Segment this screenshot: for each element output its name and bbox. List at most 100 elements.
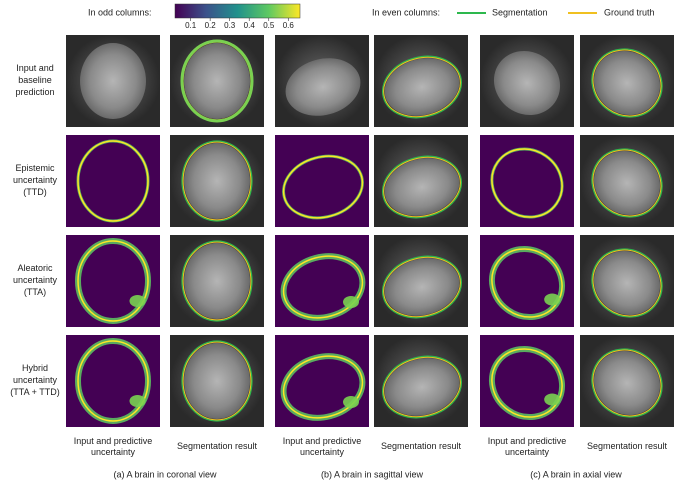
image-cell	[374, 335, 468, 427]
uncertainty-blob	[129, 395, 146, 407]
column-caption-line: Segmentation result	[381, 441, 462, 451]
row-label-line: (TTD)	[23, 187, 47, 197]
colorbar-tick-label: 0.3	[224, 21, 236, 30]
ground-truth-contour	[382, 356, 462, 418]
ground-truth-contour	[592, 149, 662, 217]
image-cell	[66, 335, 160, 427]
image-cell	[580, 235, 674, 327]
column-caption: Segmentation result	[381, 441, 462, 451]
group-caption: (c) A brain in axial view	[530, 469, 622, 479]
group-caption: (b) A brain in sagittal view	[321, 469, 424, 479]
colorbar-tick-label: 0.6	[283, 21, 295, 30]
column-caption-line: Input and predictive	[283, 436, 362, 446]
segmentation-contour	[181, 140, 253, 222]
column-caption-line: uncertainty	[300, 447, 345, 457]
segmentation-contour	[180, 39, 254, 123]
image-cell	[275, 135, 369, 227]
row-label: Input and baseline prediction	[15, 63, 54, 97]
uncertainty-blob	[129, 295, 146, 307]
ground-truth-contour	[382, 56, 462, 118]
segmentation-contour	[591, 48, 663, 118]
mri-brain	[593, 150, 661, 216]
ground-truth-contour	[592, 249, 662, 317]
image-cell	[374, 35, 468, 127]
segmentation-contour	[591, 148, 663, 218]
column-caption-line: Segmentation result	[177, 441, 258, 451]
row-label-line: Epistemic	[15, 163, 55, 173]
segmentation-contour	[591, 348, 663, 418]
uncertainty-core	[77, 140, 149, 222]
image-cell	[480, 35, 574, 127]
ground-truth-contour	[182, 141, 252, 221]
ground-truth-contour	[382, 156, 462, 218]
uncertainty-blob	[343, 296, 359, 308]
image-cell	[275, 35, 369, 127]
mri-brain	[384, 358, 460, 416]
mri-brain	[593, 250, 661, 316]
uncertainty-blob	[544, 393, 561, 406]
even-label: In even columns:	[372, 7, 440, 17]
ground-truth-contour	[182, 341, 252, 421]
image-cell	[374, 135, 468, 227]
row-label: Aleatoric uncertainty (TTA)	[13, 263, 58, 297]
image-cell	[66, 35, 160, 127]
segmentation-contour	[181, 240, 253, 322]
ground-truth-contour	[382, 256, 462, 318]
uncertainty-map	[275, 135, 369, 227]
column-caption: Segmentation result	[587, 441, 668, 451]
image-cell	[580, 35, 674, 127]
image-cell	[275, 335, 369, 427]
ground-truth-contour	[592, 49, 662, 117]
mri-brain	[184, 343, 250, 419]
row-label-line: Input and	[16, 63, 54, 73]
image-cell	[170, 335, 264, 427]
image-cell	[66, 135, 160, 227]
mri-brain	[384, 258, 460, 316]
mri-brain	[80, 43, 146, 119]
row-label: Hybrid uncertainty (TTA + TTD)	[10, 363, 59, 397]
column-caption-line: uncertainty	[505, 447, 550, 457]
row-label-line: uncertainty	[13, 275, 58, 285]
mri-brain	[493, 50, 561, 116]
row-label-line: uncertainty	[13, 375, 58, 385]
row-label: Epistemic uncertainty (TTD)	[13, 163, 58, 197]
uncertainty-core	[77, 340, 149, 422]
column-caption-line: Segmentation result	[587, 441, 668, 451]
group-caption: (a) A brain in coronal view	[113, 469, 217, 479]
colorbar: 0.1 0.2 0.3 0.4 0.5 0.6	[174, 3, 301, 30]
image-cell	[170, 235, 264, 327]
mri-brain	[184, 243, 250, 319]
mri-brain	[593, 350, 661, 416]
row-label-line: prediction	[15, 87, 54, 97]
segmentation-contour	[381, 55, 463, 119]
row-label-line: (TTA + TTD)	[10, 387, 59, 397]
image-cell	[170, 135, 264, 227]
colorbar-tick-label: 0.2	[205, 21, 217, 30]
ground-truth-label: Ground truth	[604, 7, 655, 17]
uncertainty-core	[282, 355, 364, 419]
row-label-line: uncertainty	[13, 175, 58, 185]
colorbar-gradient	[174, 3, 301, 19]
image-cell	[480, 135, 574, 227]
row-label-line: Aleatoric	[17, 263, 53, 273]
row-label-line: (TTA)	[24, 287, 46, 297]
image-grid: Input and baseline prediction Epistemic unce…	[10, 35, 674, 479]
ground-truth-contour	[592, 349, 662, 417]
column-caption-line: uncertainty	[91, 447, 136, 457]
colorbar-tick-label: 0.4	[244, 21, 256, 30]
uncertainty-core	[491, 148, 563, 218]
segmentation-contour	[181, 340, 253, 422]
column-caption-line: Input and predictive	[74, 436, 153, 446]
segmentation-contour	[381, 155, 463, 219]
uncertainty-map	[66, 235, 160, 327]
segmentation-contour	[591, 248, 663, 318]
image-cell	[66, 235, 160, 327]
image-cell	[170, 35, 264, 127]
uncertainty-map	[66, 335, 160, 427]
uncertainty-core	[77, 240, 149, 322]
uncertainty-core	[282, 155, 364, 219]
mri-brain	[184, 143, 250, 219]
column-caption: Input and predictive uncertainty	[283, 436, 362, 457]
ground-truth-contour	[182, 241, 252, 321]
colorbar-tick-label: 0.1	[185, 21, 197, 30]
